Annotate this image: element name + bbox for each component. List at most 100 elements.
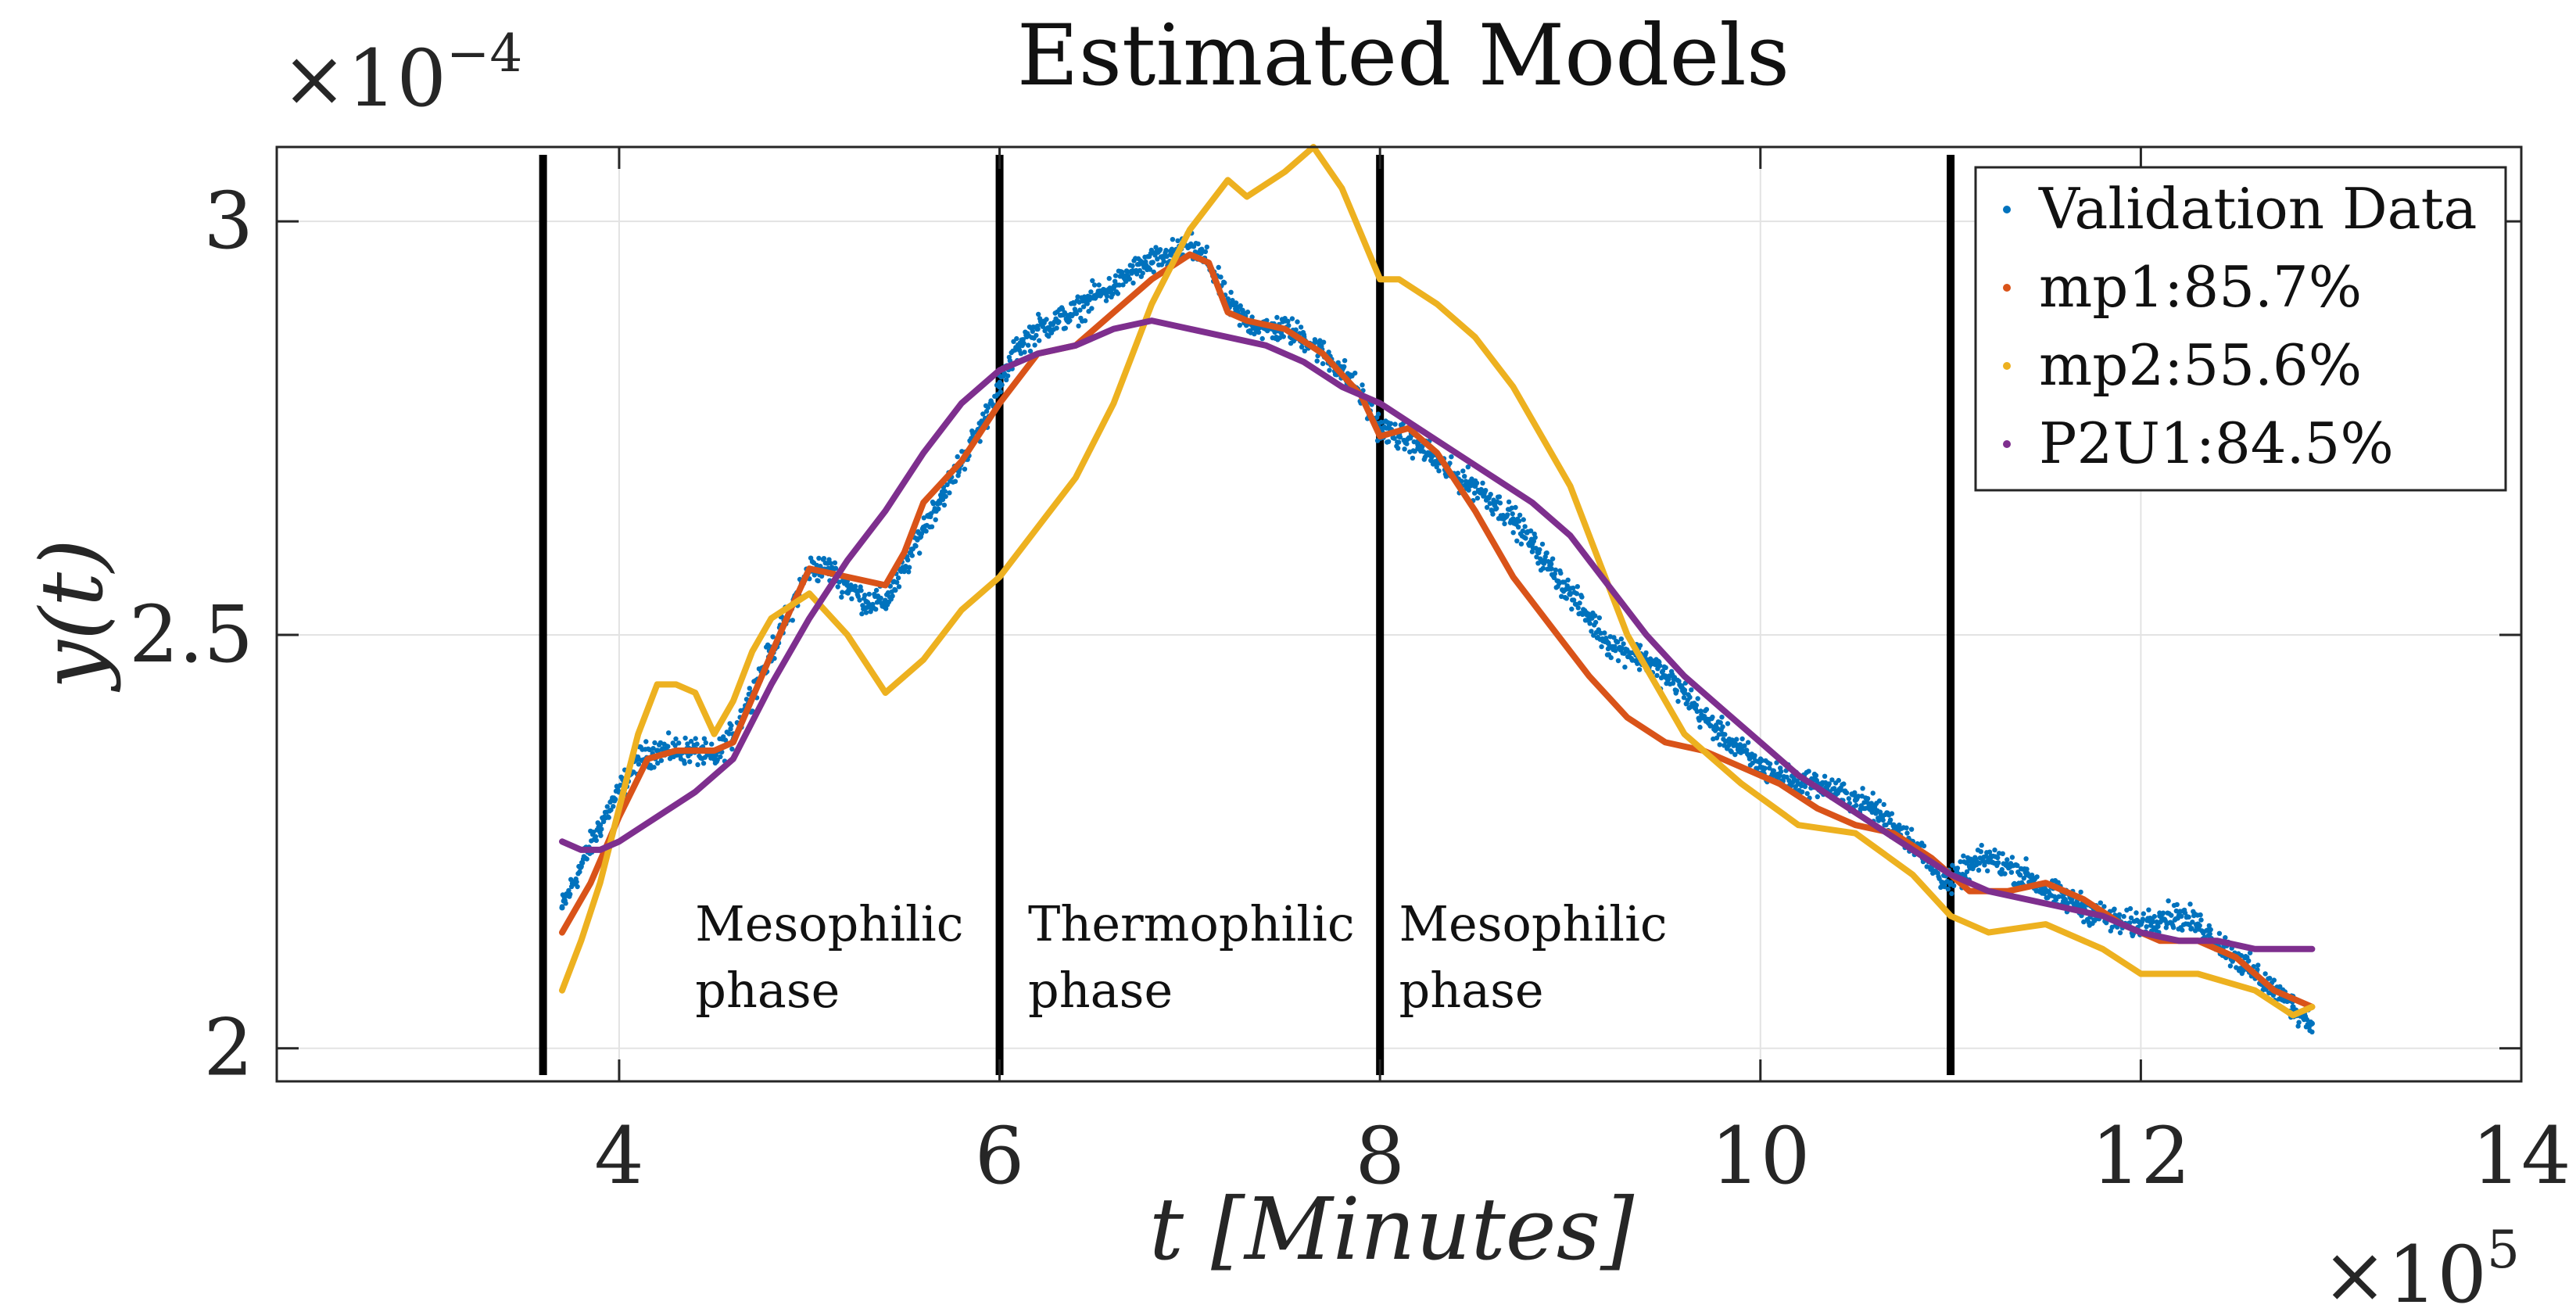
validation-point [1599, 643, 1604, 650]
validation-point [1565, 577, 1571, 583]
validation-point [858, 588, 864, 593]
validation-point [1299, 344, 1305, 350]
validation-point [590, 830, 597, 835]
validation-point [921, 515, 927, 521]
validation-point [1822, 773, 1828, 779]
validation-point [2116, 912, 2123, 918]
validation-point [695, 762, 700, 768]
x-multiplier-exponent: 5 [2487, 1220, 2520, 1280]
validation-point [1077, 307, 1083, 313]
validation-point [654, 747, 661, 754]
validation-point [1516, 525, 1521, 530]
validation-point [923, 529, 929, 534]
validation-point [1800, 789, 1805, 794]
validation-point [703, 740, 708, 746]
validation-point [863, 599, 869, 605]
validation-point [1005, 373, 1011, 378]
validation-point [2023, 872, 2030, 878]
validation-point [1233, 300, 1239, 306]
validation-point [1392, 436, 1397, 441]
validation-point [1466, 487, 1471, 493]
axes-box [275, 145, 2523, 1083]
validation-point [1999, 866, 2005, 873]
validation-point [2112, 906, 2117, 912]
validation-point [743, 697, 750, 702]
x-tick-label: 6 [975, 1110, 1025, 1202]
y-axis-label: y(t) [22, 539, 122, 693]
validation-point [2194, 921, 2201, 927]
validation-point [2216, 930, 2223, 937]
validation-point [933, 517, 938, 522]
validation-point [1722, 743, 1727, 748]
validation-point [1598, 630, 1603, 636]
validation-point [1480, 480, 1485, 486]
validation-point [1843, 790, 1850, 796]
validation-point [1540, 565, 1546, 571]
validation-point [901, 565, 908, 572]
validation-point [1436, 468, 1442, 474]
validation-point [1836, 777, 1841, 783]
validation-point [559, 905, 565, 911]
validation-point [688, 738, 694, 744]
validation-point [665, 744, 671, 749]
validation-point [1826, 781, 1832, 787]
validation-point [1534, 554, 1539, 560]
validation-point [1062, 325, 1069, 331]
validation-point [1694, 708, 1700, 715]
validation-point [1385, 439, 1392, 444]
validation-point [568, 891, 573, 897]
validation-point [676, 740, 682, 746]
validation-point [1259, 335, 1265, 342]
validation-point [1602, 630, 1607, 636]
validation-point [1140, 271, 1145, 276]
x-tick-label: 12 [2091, 1110, 2191, 1202]
validation-point [1653, 661, 1658, 668]
validation-point [1865, 796, 1871, 801]
legend-label: Validation Data [2038, 176, 2477, 242]
validation-point [1089, 306, 1095, 311]
validation-point [1302, 348, 1308, 353]
validation-point [1091, 292, 1098, 299]
validation-point [2166, 898, 2171, 904]
validation-point [873, 587, 880, 593]
validation-point [597, 822, 604, 828]
validation-point [606, 815, 611, 820]
validation-point [1762, 765, 1768, 771]
validation-point [1757, 764, 1764, 770]
validation-point [1528, 528, 1534, 534]
validation-point [2117, 930, 2123, 936]
validation-point [1155, 256, 1160, 262]
validation-point [1517, 512, 1523, 518]
validation-point [1130, 263, 1135, 269]
y-multiplier-label: ×10−4 [281, 23, 522, 124]
validation-point [1112, 273, 1119, 278]
validation-point [2198, 917, 2204, 923]
y-multiplier-exponent: −4 [446, 23, 522, 84]
validation-point [2005, 863, 2011, 869]
validation-point [1615, 658, 1621, 664]
validation-point [584, 856, 589, 862]
validation-point [700, 761, 707, 766]
validation-point [1506, 499, 1512, 505]
validation-point [1618, 636, 1624, 642]
validation-point [1719, 715, 1725, 720]
validation-point [729, 746, 735, 752]
validation-point [1876, 818, 1882, 823]
validation-point [790, 618, 795, 623]
validation-point [593, 833, 599, 840]
validation-point [1613, 647, 1618, 654]
validation-point [1022, 350, 1027, 355]
validation-point [1660, 669, 1666, 674]
validation-point [1854, 802, 1859, 808]
validation-point [852, 583, 858, 589]
validation-point [1314, 358, 1320, 364]
validation-point [1924, 864, 1929, 869]
validation-point [1088, 289, 1094, 295]
validation-point [1870, 790, 1876, 796]
validation-point [1274, 314, 1280, 321]
validation-point [1539, 541, 1546, 547]
validation-point [1434, 464, 1439, 470]
validation-point [2207, 931, 2212, 937]
validation-point [816, 555, 822, 561]
